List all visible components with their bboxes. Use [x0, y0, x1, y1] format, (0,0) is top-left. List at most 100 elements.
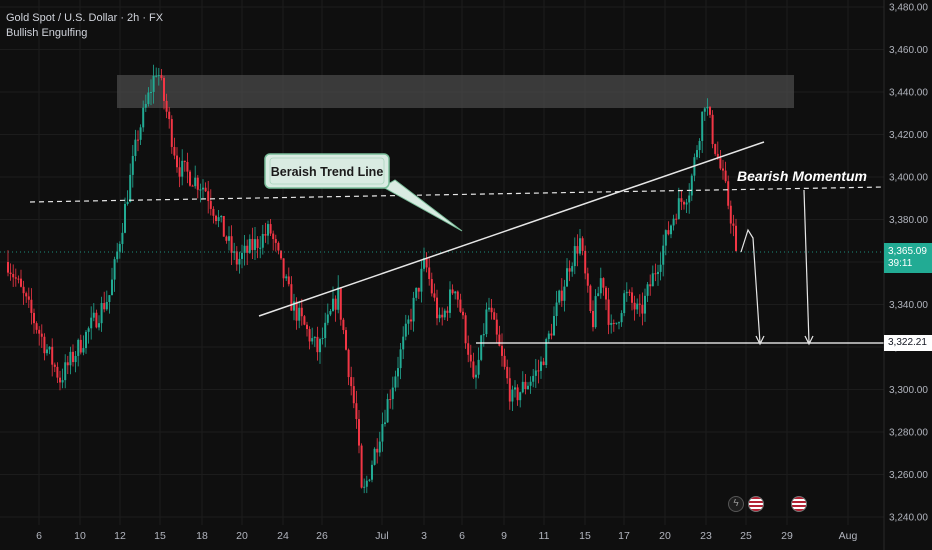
- candle-body: [438, 314, 441, 319]
- candle-body: [17, 278, 20, 280]
- time-tick-label: 6: [459, 530, 465, 542]
- candle-body: [274, 239, 277, 243]
- symbol-title[interactable]: Gold Spot / U.S. Dollar · 2h · FX: [6, 12, 164, 24]
- indicator-label[interactable]: Bullish Engulfing: [6, 27, 88, 39]
- candle-body: [553, 316, 555, 336]
- candle-body: [303, 316, 306, 325]
- candle-body: [462, 311, 464, 316]
- candle-body: [246, 245, 249, 253]
- time-tick-label: 20: [659, 530, 671, 542]
- price-tick-label: 3,260.00: [889, 470, 928, 481]
- candle-body: [586, 273, 589, 286]
- target-price-value: 3,322.21: [888, 337, 927, 348]
- us-flag-icon[interactable]: [748, 496, 764, 512]
- us-flag-icon[interactable]: [791, 496, 807, 512]
- candle-body: [116, 251, 119, 260]
- candle-body: [316, 336, 319, 353]
- candle-body: [685, 202, 688, 205]
- candle-body: [352, 386, 355, 404]
- candle-body: [719, 157, 722, 169]
- candle-body: [100, 303, 103, 324]
- candle-body: [14, 277, 17, 279]
- candle-body: [7, 262, 9, 273]
- candle-body: [659, 264, 662, 272]
- candle-body: [454, 291, 457, 294]
- momentum-label: Bearish Momentum: [737, 168, 867, 184]
- candle-body: [222, 215, 225, 237]
- price-tick-label: 3,340.00: [889, 300, 928, 311]
- time-tick-label: 9: [501, 530, 507, 542]
- candle-body: [433, 293, 436, 298]
- candle-body: [488, 307, 490, 310]
- candle-body: [711, 114, 714, 145]
- time-axis[interactable]: 6 10 12 15 18 20 24 26 Jul 3 6 9 11 15 17 20 23 25 29 Aug: [36, 530, 857, 542]
- candle-body: [602, 278, 605, 288]
- candle-body: [285, 276, 288, 279]
- candle-body: [498, 334, 501, 346]
- candle-body: [566, 268, 568, 287]
- price-tick-label: 3,420.00: [889, 130, 928, 141]
- candle-body: [714, 144, 717, 154]
- candle-body: [95, 312, 98, 328]
- candle-body: [399, 349, 402, 369]
- candle-body: [139, 127, 142, 140]
- candle-body: [724, 170, 727, 182]
- candle-body: [311, 338, 314, 342]
- candle-body: [347, 349, 350, 378]
- candle-body: [683, 201, 685, 205]
- price-tick-label: 3,280.00: [889, 428, 928, 439]
- candle-body: [441, 314, 444, 318]
- target-price-tag: 3,322.21: [884, 335, 932, 351]
- candle-body: [636, 303, 639, 310]
- time-tick-label: 25: [740, 530, 752, 542]
- candle-body: [701, 111, 704, 141]
- momentum-arrow: [803, 189, 810, 344]
- candle-body: [183, 160, 186, 162]
- candle-body: [74, 355, 77, 363]
- candle-body: [363, 486, 366, 488]
- candle-body: [516, 387, 519, 401]
- candle-body: [670, 225, 672, 235]
- candle-body: [72, 351, 74, 363]
- candle-body: [623, 293, 626, 314]
- candle-body: [592, 310, 594, 328]
- candle-body: [137, 139, 139, 141]
- candle-body: [217, 217, 220, 222]
- candle-body: [300, 307, 303, 317]
- time-tick-label: 23: [700, 530, 712, 542]
- candle-body: [644, 295, 646, 314]
- price-tick-label: 3,380.00: [889, 215, 928, 226]
- candle-body: [456, 291, 459, 300]
- candle-body: [277, 242, 280, 251]
- candle-body: [620, 313, 623, 323]
- bar-countdown: 39:11: [888, 258, 913, 269]
- candle-body: [373, 448, 376, 465]
- candle-body: [732, 223, 735, 226]
- candle-body: [527, 385, 529, 389]
- time-tick-label: Aug: [839, 530, 858, 542]
- time-tick-label: 18: [196, 530, 208, 542]
- time-tick-label: 29: [781, 530, 793, 542]
- candle-body: [33, 312, 35, 324]
- candle-body: [324, 322, 327, 339]
- lightning-icon[interactable]: ϟ: [728, 496, 744, 512]
- candle-body: [134, 139, 137, 156]
- candle-body: [365, 480, 368, 487]
- trend-line: [258, 141, 765, 317]
- candle-body: [446, 310, 449, 313]
- candle-body: [394, 376, 397, 388]
- candle-body: [430, 279, 433, 294]
- candle-body: [607, 299, 610, 325]
- candle-body: [108, 295, 111, 302]
- candle-body: [680, 198, 683, 202]
- candle-body: [542, 361, 545, 366]
- candle-body: [514, 387, 516, 390]
- candle-body: [254, 239, 256, 250]
- candle-body: [176, 155, 178, 168]
- candle-body: [202, 187, 204, 190]
- trend-line-label: Beraish Trend Line: [271, 165, 384, 179]
- candle-body: [165, 100, 168, 112]
- candle-body: [90, 317, 93, 329]
- candle-body: [339, 287, 342, 320]
